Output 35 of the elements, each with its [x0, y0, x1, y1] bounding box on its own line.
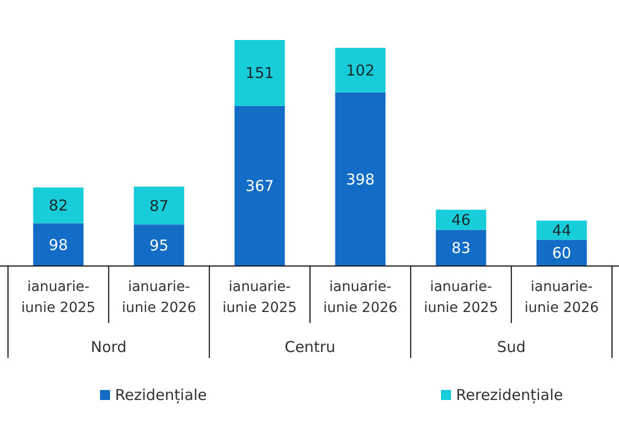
data-label: 367 — [245, 177, 274, 196]
bar — [33, 187, 84, 224]
x-tick-label: ianuarie-iunie 2026 — [323, 279, 398, 316]
text: Centru — [284, 338, 336, 356]
bar — [234, 40, 285, 106]
bar — [134, 224, 184, 266]
bar — [335, 92, 386, 266]
x-tick-label: ianuarie-iunie 2025 — [424, 279, 498, 316]
bar — [33, 223, 84, 266]
x-tick-label: ianuarie-iunie 2025 — [21, 279, 96, 316]
data-label: 60 — [552, 244, 572, 262]
text: Sud — [497, 338, 526, 356]
x-tick-label: ianuarie-iunie 2026 — [122, 279, 196, 316]
bar — [436, 230, 486, 266]
legend-label: Rerezidențiale — [456, 386, 563, 404]
x-tick-label: ianuarie-iunie 2026 — [524, 279, 599, 316]
text: Nord — [90, 338, 127, 356]
legend-label: Rezidențiale — [115, 386, 207, 404]
data-label: 44 — [552, 221, 572, 240]
data-label: 82 — [48, 196, 68, 215]
data-label: 98 — [48, 236, 68, 254]
data-label: 151 — [245, 64, 274, 82]
x-tick-label: ianuarie-iunie 2025 — [222, 279, 297, 316]
bar — [536, 240, 587, 266]
bar — [335, 48, 386, 92]
data-label: 398 — [346, 170, 375, 188]
data-label: 83 — [451, 239, 471, 258]
data-label: 102 — [346, 61, 375, 80]
bar — [536, 220, 587, 240]
bar — [436, 210, 486, 230]
bar — [134, 186, 184, 225]
data-label: 46 — [451, 211, 471, 230]
data-label: 87 — [149, 196, 169, 215]
data-label: 95 — [149, 236, 169, 255]
bar — [234, 106, 285, 266]
